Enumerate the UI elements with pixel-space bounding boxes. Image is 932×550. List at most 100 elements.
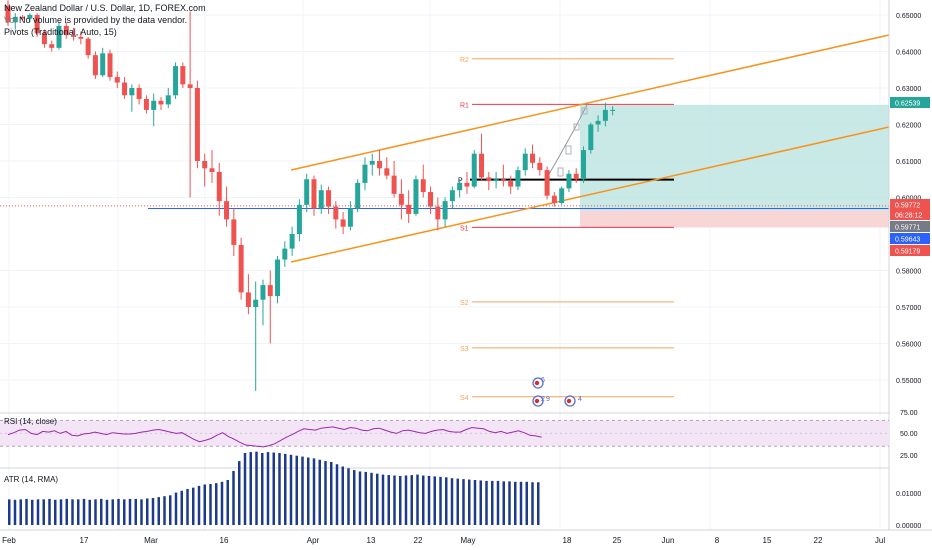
- candle[interactable]: [282, 248, 288, 260]
- candle[interactable]: [486, 177, 492, 182]
- candle[interactable]: [100, 53, 106, 76]
- price-badge[interactable]: [890, 221, 930, 232]
- candle[interactable]: [406, 204, 412, 214]
- price-badge[interactable]: [890, 199, 930, 210]
- candle[interactable]: [522, 153, 528, 171]
- candle[interactable]: [151, 100, 157, 110]
- candle[interactable]: [41, 33, 47, 45]
- candle[interactable]: [245, 292, 251, 307]
- candle[interactable]: [34, 15, 40, 34]
- candle[interactable]: [85, 38, 91, 56]
- price-badge[interactable]: [890, 97, 930, 108]
- candle[interactable]: [143, 98, 149, 110]
- candle[interactable]: [71, 35, 77, 37]
- rsi-line[interactable]: [7, 426, 542, 448]
- candle[interactable]: [289, 234, 295, 249]
- target-zone[interactable]: [580, 104, 889, 211]
- candle[interactable]: [610, 109, 616, 111]
- candle[interactable]: [457, 182, 463, 191]
- candle[interactable]: [129, 88, 135, 96]
- candle[interactable]: [566, 173, 572, 189]
- candle[interactable]: [333, 206, 339, 220]
- candle[interactable]: [500, 179, 506, 182]
- candle[interactable]: [216, 171, 222, 202]
- candle[interactable]: [5, 5, 11, 23]
- candle[interactable]: [49, 44, 55, 48]
- candle[interactable]: [304, 179, 310, 205]
- candle[interactable]: [296, 204, 302, 234]
- candle[interactable]: [267, 285, 273, 297]
- candle[interactable]: [508, 181, 514, 187]
- candle[interactable]: [253, 299, 259, 307]
- candle[interactable]: [92, 55, 98, 76]
- candle[interactable]: [136, 88, 142, 99]
- candle[interactable]: [435, 206, 441, 220]
- candle[interactable]: [581, 150, 587, 180]
- symbol-title[interactable]: New Zealand Dollar / U.S. Dollar, 1D, FO…: [4, 3, 206, 13]
- candle[interactable]: [27, 15, 33, 19]
- candle[interactable]: [347, 208, 353, 227]
- candle[interactable]: [493, 179, 499, 182]
- candle[interactable]: [231, 219, 237, 245]
- price-badge[interactable]: [890, 233, 930, 244]
- candle[interactable]: [377, 161, 383, 169]
- candle[interactable]: [551, 195, 557, 203]
- candle[interactable]: [56, 25, 62, 48]
- candle[interactable]: [187, 84, 193, 88]
- price-badge[interactable]: [890, 245, 930, 256]
- candle[interactable]: [180, 66, 186, 85]
- candle[interactable]: [209, 168, 215, 172]
- candle[interactable]: [413, 179, 419, 214]
- candle[interactable]: [384, 168, 390, 176]
- candle[interactable]: [260, 285, 266, 300]
- candle[interactable]: [355, 182, 361, 209]
- candle[interactable]: [573, 173, 579, 180]
- candle[interactable]: [471, 153, 477, 187]
- candle[interactable]: [224, 201, 230, 220]
- channel-lower-line[interactable]: [290, 126, 890, 263]
- candle[interactable]: [559, 188, 565, 203]
- candle[interactable]: [326, 190, 332, 207]
- candle[interactable]: [122, 82, 128, 96]
- channel-upper-line[interactable]: [290, 34, 890, 171]
- atr-bar: [65, 498, 68, 525]
- candle[interactable]: [544, 170, 550, 196]
- candle[interactable]: [238, 244, 244, 293]
- candle[interactable]: [442, 201, 448, 220]
- candle[interactable]: [398, 193, 404, 205]
- candle[interactable]: [595, 120, 601, 125]
- candle[interactable]: [202, 161, 208, 169]
- candle[interactable]: [63, 25, 69, 36]
- candle[interactable]: [340, 219, 346, 227]
- candle[interactable]: [537, 162, 543, 171]
- candle[interactable]: [20, 16, 26, 19]
- candle[interactable]: [114, 77, 120, 83]
- candle[interactable]: [12, 16, 18, 23]
- candle[interactable]: [275, 259, 281, 297]
- candle[interactable]: [588, 124, 594, 151]
- candle[interactable]: [173, 66, 179, 96]
- candle[interactable]: [420, 179, 426, 193]
- candle[interactable]: [78, 36, 84, 39]
- projection-path[interactable]: [547, 102, 589, 177]
- candle[interactable]: [107, 53, 113, 78]
- stop-zone[interactable]: [580, 210, 889, 228]
- candle[interactable]: [391, 175, 397, 194]
- candle[interactable]: [362, 164, 368, 183]
- candle[interactable]: [311, 179, 317, 209]
- candle[interactable]: [602, 109, 608, 121]
- price-badge[interactable]: [890, 209, 930, 220]
- candle[interactable]: [479, 153, 485, 178]
- candle[interactable]: [369, 161, 375, 165]
- candle[interactable]: [515, 170, 521, 187]
- candle[interactable]: [449, 190, 455, 202]
- candle[interactable]: [428, 192, 434, 207]
- candle[interactable]: [464, 182, 470, 187]
- candle[interactable]: [530, 153, 536, 163]
- candle[interactable]: [158, 100, 164, 105]
- pivots-legend[interactable]: Pivots (Traditional, Auto, 15): [4, 27, 117, 37]
- candle[interactable]: [318, 190, 324, 209]
- candle[interactable]: [194, 88, 200, 161]
- candle[interactable]: [165, 95, 171, 105]
